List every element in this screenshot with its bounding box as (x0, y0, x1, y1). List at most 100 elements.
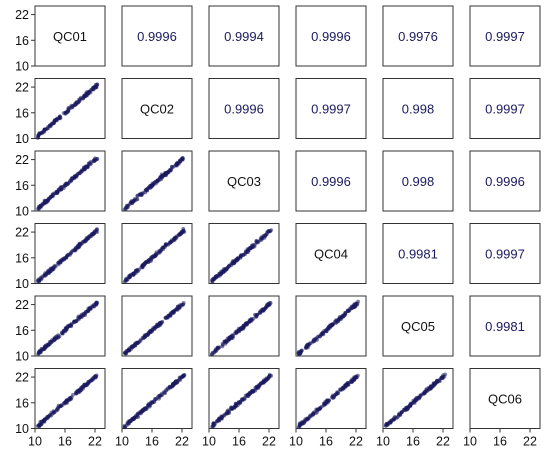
data-point (317, 406, 322, 411)
x-tick-label: 22 (88, 435, 102, 449)
y-tick-label: 16 (15, 324, 29, 338)
data-point (241, 253, 246, 258)
data-point (72, 248, 77, 253)
data-point (81, 385, 86, 390)
data-point (85, 91, 90, 96)
data-point (154, 397, 159, 401)
data-point (232, 260, 236, 264)
data-point (173, 236, 178, 240)
x-tick-label: 16 (493, 435, 507, 449)
data-point (178, 158, 183, 163)
correlation-value: 0.9996 (311, 29, 351, 44)
y-tick-label: 22 (15, 81, 29, 95)
data-point (130, 201, 135, 205)
panel-frame (469, 223, 541, 284)
data-point (263, 378, 268, 383)
y-tick-label: 22 (15, 153, 29, 167)
panel-r2-c4: 0.9997 (295, 78, 367, 139)
panel-r2-c1 (34, 78, 106, 140)
correlation-value: 0.998 (402, 174, 435, 189)
correlation-value: 0.9981 (398, 247, 438, 262)
data-point (41, 419, 46, 424)
data-point (82, 382, 87, 387)
data-point (140, 335, 145, 340)
correlation-value: 0.9996 (485, 174, 525, 189)
y-tick-label: 10 (15, 60, 29, 74)
panel-r5-c5: QC05 (382, 295, 454, 357)
data-point (67, 323, 72, 328)
x-tick-label: 10 (463, 435, 477, 449)
panel-frame (208, 78, 280, 139)
data-point (337, 317, 342, 322)
panel-r6-c3 (208, 368, 280, 429)
data-point (36, 423, 41, 428)
data-point (237, 327, 242, 332)
panel-r2-c3: 0.9996 (208, 78, 280, 139)
panel-frame (295, 5, 367, 67)
data-point (384, 423, 388, 428)
panel-r3-c4: 0.9996 (295, 150, 367, 212)
data-point (84, 238, 89, 242)
x-tick-label: 22 (436, 435, 450, 449)
correlation-value: 0.9997 (485, 102, 525, 117)
data-point (418, 393, 423, 398)
data-point (244, 322, 249, 327)
data-point (67, 180, 72, 184)
data-point (43, 343, 48, 348)
data-point (320, 332, 324, 337)
data-point (124, 205, 129, 210)
correlation-value: 0.9996 (137, 29, 177, 44)
data-point (169, 239, 174, 244)
panel-r4-c6: 0.9997 (469, 223, 541, 284)
x-tick-label: 10 (202, 435, 216, 449)
data-point (347, 306, 352, 311)
data-point (83, 165, 88, 170)
panel-r4-c3 (208, 223, 280, 284)
data-point (413, 397, 418, 402)
data-point (161, 245, 166, 250)
y-tick-label: 10 (15, 132, 29, 146)
data-point (312, 339, 317, 344)
y-tick-label: 22 (15, 8, 29, 22)
data-point (69, 251, 73, 255)
y-tick-label: 10 (15, 205, 29, 219)
data-point (178, 378, 183, 382)
data-point (90, 233, 94, 238)
correlation-value: 0.9981 (485, 319, 525, 334)
data-point (49, 340, 54, 345)
variable-label: QC02 (140, 102, 174, 117)
data-point (298, 351, 303, 356)
data-point (429, 385, 434, 390)
panel-r5-c2 (121, 295, 193, 357)
panel-r1-c6: 0.9997 (469, 5, 541, 67)
panel-r1-c4: 0.9996 (295, 5, 367, 67)
data-point (42, 127, 47, 132)
y-tick-label: 10 (15, 277, 29, 291)
x-tick-label: 10 (376, 435, 390, 449)
panel-r4-c4: QC04 (295, 223, 367, 284)
data-point (86, 381, 90, 386)
data-point (52, 336, 57, 340)
data-point (45, 415, 50, 419)
x-tick-label: 16 (58, 435, 72, 449)
data-point (94, 227, 99, 232)
panel-r5-c1 (34, 295, 106, 357)
data-point (233, 401, 238, 406)
data-point (155, 178, 160, 183)
correlation-value: 0.9996 (224, 102, 264, 117)
data-point (225, 409, 230, 414)
panel-r6-c5 (382, 368, 454, 429)
data-point (306, 416, 311, 421)
data-point (37, 350, 41, 355)
data-point (127, 348, 131, 353)
x-tick-label: 22 (523, 435, 537, 449)
data-point (62, 184, 66, 188)
data-point (164, 316, 169, 321)
data-point (173, 379, 178, 384)
data-point (258, 238, 262, 243)
data-point (215, 347, 219, 352)
data-point (169, 168, 173, 173)
data-point (332, 395, 336, 400)
data-point (57, 115, 62, 120)
